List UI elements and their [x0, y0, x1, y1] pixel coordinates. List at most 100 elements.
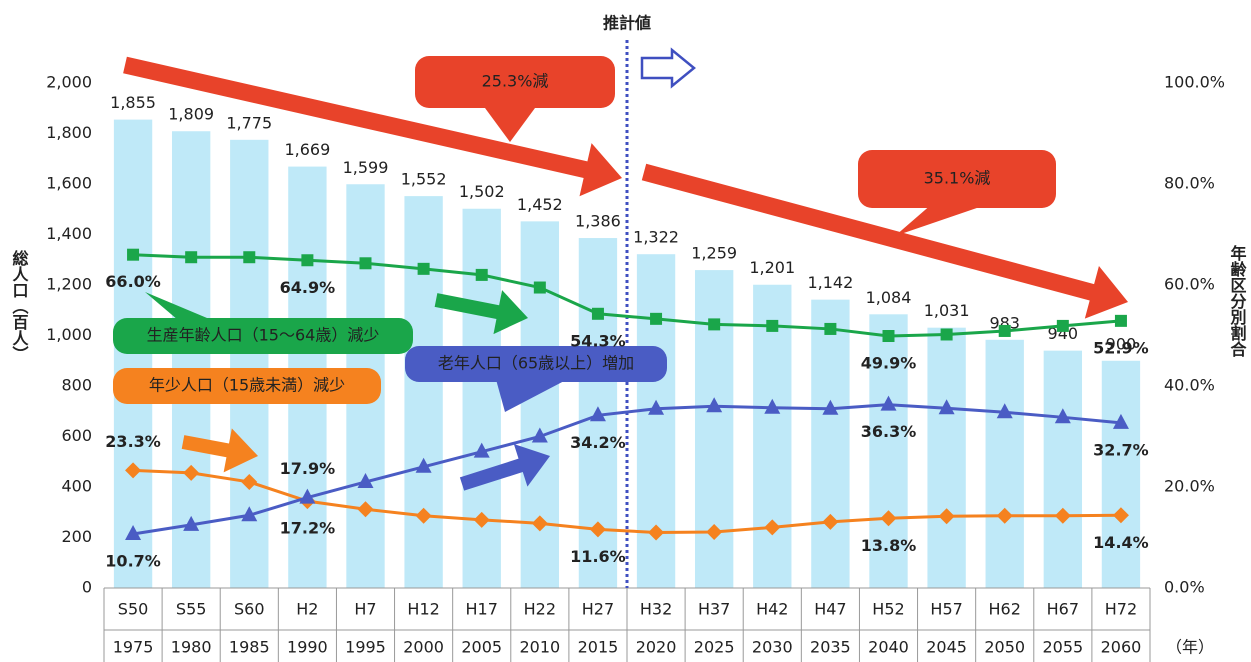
bar-value-label: 1,775 [226, 113, 272, 132]
line-value-label: 36.3% [861, 422, 917, 441]
line-marker [241, 506, 258, 522]
x-year-label: 2020 [636, 638, 677, 657]
x-tick-label: S60 [234, 600, 265, 619]
line-marker [125, 462, 142, 479]
line-marker [357, 501, 374, 518]
y-tick-label: 1,200 [46, 275, 92, 294]
callout-bubble [113, 318, 413, 354]
y-tick-label: 0 [82, 578, 92, 597]
callout-text: 35.1%減 [924, 169, 991, 188]
y-tick-label: 800 [61, 376, 92, 395]
series-line [132, 253, 1122, 338]
x-tick-label: H52 [872, 600, 904, 619]
bar [753, 284, 792, 588]
line-marker [589, 521, 606, 538]
x-tick-label: H27 [582, 600, 614, 619]
x-tick-label: H42 [756, 600, 788, 619]
line-marker [531, 427, 548, 443]
bar [1101, 360, 1141, 588]
line-marker [415, 457, 432, 473]
line-marker [824, 322, 837, 335]
line-marker [996, 403, 1013, 419]
line-marker [708, 318, 721, 331]
bar [520, 221, 560, 588]
x-tick-label: H37 [698, 600, 730, 619]
line-marker [591, 307, 604, 320]
line-marker [473, 511, 490, 528]
x-year-label: 2025 [694, 638, 735, 657]
line-marker [996, 507, 1013, 524]
trend-arrow [123, 56, 622, 197]
callout-text: 生産年齢人口（15～64歳）減少 [147, 326, 380, 345]
x-year-label: 2015 [578, 638, 619, 657]
line-marker [880, 395, 897, 411]
line-marker [998, 324, 1011, 337]
y-tick-label: 200 [61, 527, 92, 546]
line-value-label: 64.9% [280, 278, 336, 297]
x-year-label: 1980 [171, 638, 212, 657]
x-year-label: 1995 [345, 638, 386, 657]
y-tick-label: 1,000 [46, 325, 92, 344]
y2-tick-label: 60.0% [1164, 275, 1215, 294]
line-marker [1114, 314, 1127, 327]
line-marker [764, 519, 781, 536]
bar-value-label: 1,201 [749, 258, 795, 277]
line-marker [241, 473, 258, 490]
bar [694, 270, 734, 588]
y-tick-label: 2,000 [46, 73, 92, 92]
bar-value-label: 1,599 [343, 158, 389, 177]
line-value-label: 11.6% [570, 547, 626, 566]
estimate-arrow [640, 47, 696, 89]
bar-value-label: 1,502 [459, 182, 505, 201]
x-tick-label: S55 [176, 600, 207, 619]
y2-tick-label: 20.0% [1164, 477, 1215, 496]
bar-value-label: 1,386 [575, 212, 621, 231]
x-year-label: 2030 [752, 638, 793, 657]
y2-tick-label: 40.0% [1164, 376, 1215, 395]
series-arrow [434, 290, 528, 335]
y-tick-label: 1,600 [46, 174, 92, 193]
bar [1043, 350, 1083, 588]
callout-bubble [405, 346, 667, 382]
x-tick-label: S50 [118, 600, 149, 619]
line-value-label: 49.9% [861, 354, 917, 373]
x-year-label: 2005 [461, 638, 502, 657]
bar-value-label: 900 [1106, 334, 1137, 353]
x-tick-label: H12 [407, 600, 439, 619]
x-tick-label: H32 [640, 600, 672, 619]
line-value-label: 14.4% [1093, 533, 1149, 552]
series-line [132, 403, 1122, 536]
callout-bubble [485, 108, 535, 142]
line-marker [359, 257, 372, 270]
line-value-label: 52.9% [1093, 338, 1149, 357]
x-year-label: 2050 [984, 638, 1025, 657]
line-marker [938, 508, 955, 525]
line-marker [1112, 413, 1129, 429]
bar [869, 314, 908, 588]
x-tick-label: H62 [989, 600, 1021, 619]
line-marker [764, 398, 781, 414]
line-marker [301, 254, 314, 267]
x-year-label: 2000 [403, 638, 444, 657]
x-year-label: 1985 [229, 638, 270, 657]
trend-arrow [641, 163, 1128, 319]
line-value-label: 32.7% [1093, 440, 1149, 459]
bar-value-label: 1,259 [691, 244, 737, 263]
line-marker [882, 330, 895, 343]
bar-value-label: 1,031 [924, 301, 970, 320]
x-tick-label: H47 [814, 600, 846, 619]
line-marker [880, 510, 897, 527]
line-marker [243, 251, 256, 264]
x-tick-label: H72 [1105, 600, 1137, 619]
x-tick-label: H57 [930, 600, 962, 619]
line-value-label: 34.2% [570, 433, 626, 452]
line-marker [531, 515, 548, 532]
x-tick-label: H67 [1047, 600, 1079, 619]
bar [927, 327, 966, 588]
bar [811, 299, 850, 588]
x-year-label: 1990 [287, 638, 328, 657]
line-marker [415, 507, 432, 524]
line-value-label: 23.3% [105, 432, 161, 451]
line-marker [183, 464, 200, 481]
